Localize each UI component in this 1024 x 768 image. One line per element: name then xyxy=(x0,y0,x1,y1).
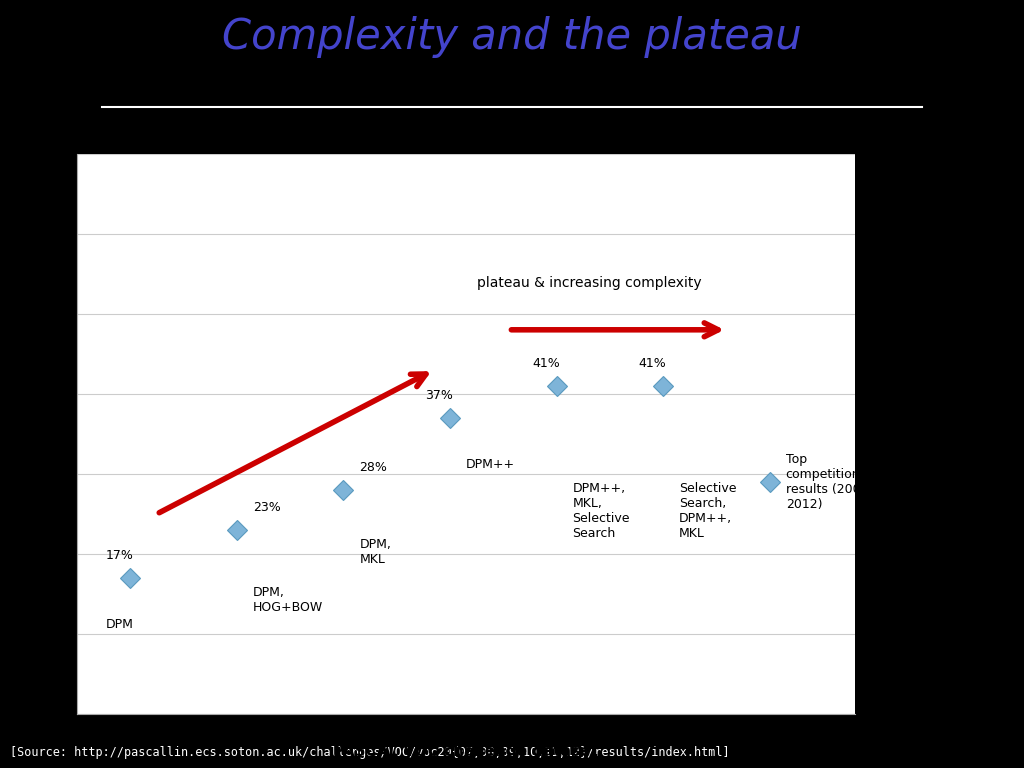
Text: DPM++,
MKL,
Selective
Search: DPM++, MKL, Selective Search xyxy=(572,482,630,540)
Text: 17%: 17% xyxy=(105,549,133,562)
Text: 37%: 37% xyxy=(425,389,454,402)
Text: 28%: 28% xyxy=(359,461,387,474)
Text: plateau & increasing complexity: plateau & increasing complexity xyxy=(476,276,701,290)
Text: 41%: 41% xyxy=(532,357,560,370)
Y-axis label: mAP  (%): mAP (%) xyxy=(29,399,43,469)
Text: Selective
Search,
DPM++,
MKL: Selective Search, DPM++, MKL xyxy=(679,482,736,540)
Text: DPM: DPM xyxy=(105,618,133,631)
Text: DPM,
MKL: DPM, MKL xyxy=(359,538,391,566)
X-axis label: PASCAL VOC challenge dataset: PASCAL VOC challenge dataset xyxy=(334,744,598,760)
Text: [Source: http://pascallin.ecs.soton.ac.uk/challenges/VOC/voc20{07,08,09,10,11,12: [Source: http://pascallin.ecs.soton.ac.u… xyxy=(10,746,730,759)
Text: Top
competition
results (2007 -
2012): Top competition results (2007 - 2012) xyxy=(785,453,877,511)
Text: Complexity and the plateau: Complexity and the plateau xyxy=(222,15,802,58)
Text: 41%: 41% xyxy=(639,357,667,370)
Text: 23%: 23% xyxy=(253,501,281,514)
Text: DPM++: DPM++ xyxy=(466,458,515,471)
Text: DPM,
HOG+BOW: DPM, HOG+BOW xyxy=(253,586,323,614)
